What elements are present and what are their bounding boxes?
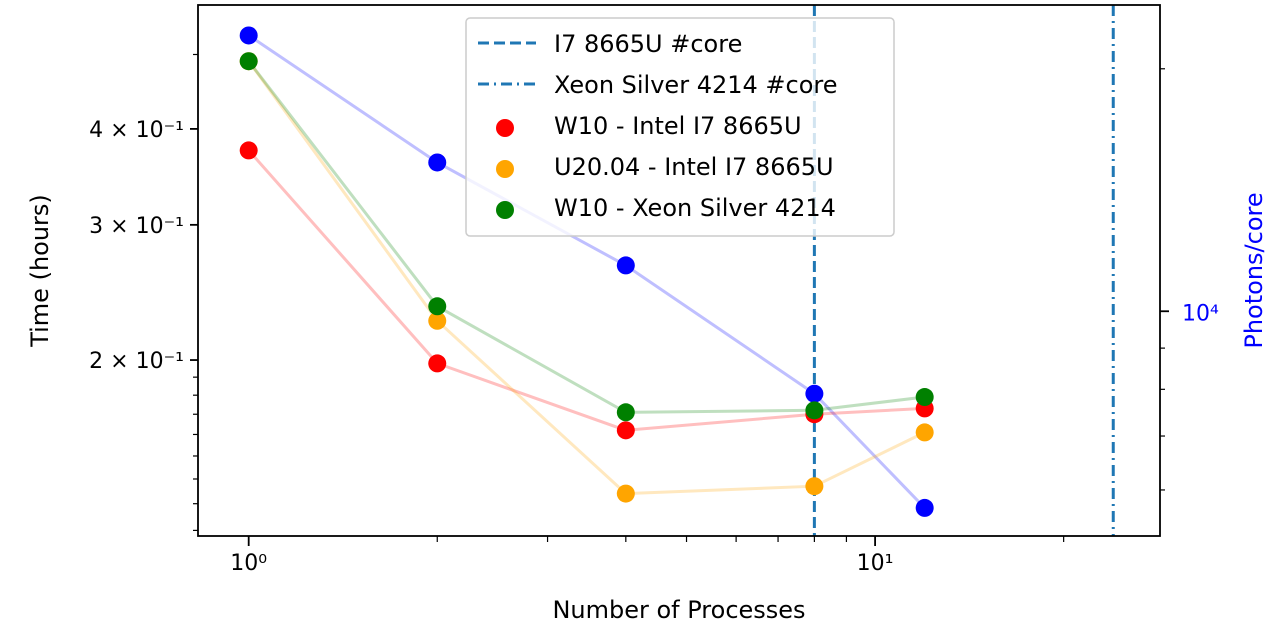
y2-tick-label-0: 10⁴: [1182, 301, 1219, 326]
legend-label-4: W10 - Xeon Silver 4214: [554, 194, 836, 222]
y-tick-label-1: 3 × 10⁻¹: [89, 214, 184, 239]
x-tick-label-1: 10¹: [857, 551, 894, 576]
legend-label-1: Xeon Silver 4214 #core: [554, 71, 838, 99]
axis-ticks: 10⁰ 10¹ 2 × 10⁻¹ 3 × 10⁻¹ 4 × 10⁻¹ 10⁴: [89, 53, 1219, 576]
data-point-s2-4: [915, 388, 934, 407]
x-axis-label: Number of Processes: [552, 596, 805, 624]
data-point-s0-2: [616, 421, 635, 440]
data-point-s1-4: [915, 423, 934, 442]
data-point-s3-2: [616, 256, 635, 275]
data-point-s2-1: [428, 297, 447, 316]
legend-handle-2: [496, 119, 514, 137]
y2-axis-label: Photons/core: [1240, 192, 1268, 348]
legend-label-0: I7 8665U #core: [554, 30, 742, 58]
data-point-s1-1: [428, 311, 447, 330]
data-point-s0-1: [428, 354, 447, 373]
y-tick-label-2: 4 × 10⁻¹: [89, 118, 184, 143]
legend-label-2: W10 - Intel I7 8665U: [554, 112, 802, 140]
data-point-s1-2: [616, 484, 635, 503]
plot-area-frame: [197, 4, 1161, 537]
data-point-s3-0: [239, 26, 258, 45]
y-axis-label: Time (hours): [26, 194, 54, 348]
legend-frame: [465, 17, 895, 237]
series-points: [239, 26, 934, 517]
legend-label-3: U20.04 - Intel I7 8665U: [554, 153, 834, 181]
data-point-s3-4: [915, 498, 934, 517]
data-point-s0-0: [239, 141, 258, 160]
data-point-s1-3: [805, 477, 824, 496]
data-point-s3-3: [805, 384, 824, 403]
data-point-s2-3: [805, 401, 824, 420]
data-point-s2-2: [616, 403, 635, 422]
data-point-s3-1: [428, 153, 447, 172]
legend-handle-4: [496, 201, 514, 219]
legend-handle-3: [496, 160, 514, 178]
x-tick-label-0: 10⁰: [230, 551, 267, 576]
data-point-s2-0: [239, 52, 258, 71]
y-tick-label-0: 2 × 10⁻¹: [89, 349, 184, 374]
legend: I7 8665U #core Xeon Silver 4214 #core W10 …: [465, 17, 895, 237]
